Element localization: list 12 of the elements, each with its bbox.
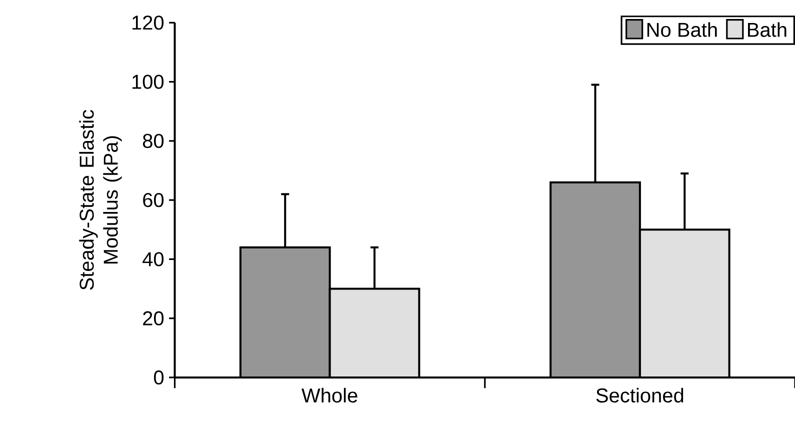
- y-tick-label: 0: [154, 370, 164, 385]
- x-tick-label: Whole: [302, 388, 358, 403]
- y-tick-label: 80: [142, 134, 164, 148]
- legend-label: No Bath: [647, 22, 717, 38]
- y-tick-label: 100: [132, 74, 164, 90]
- legend-label: Bath: [748, 22, 786, 38]
- y-tick-label: 40: [142, 252, 164, 267]
- y-tick-label: 20: [143, 312, 164, 326]
- y-tick-label: 60: [143, 193, 164, 208]
- y-tick-label: 120: [132, 16, 164, 30]
- x-tick-label: Sectioned: [596, 388, 684, 403]
- y-axis-title: Steady-State Elastic Modulus (kPa): [79, 110, 122, 290]
